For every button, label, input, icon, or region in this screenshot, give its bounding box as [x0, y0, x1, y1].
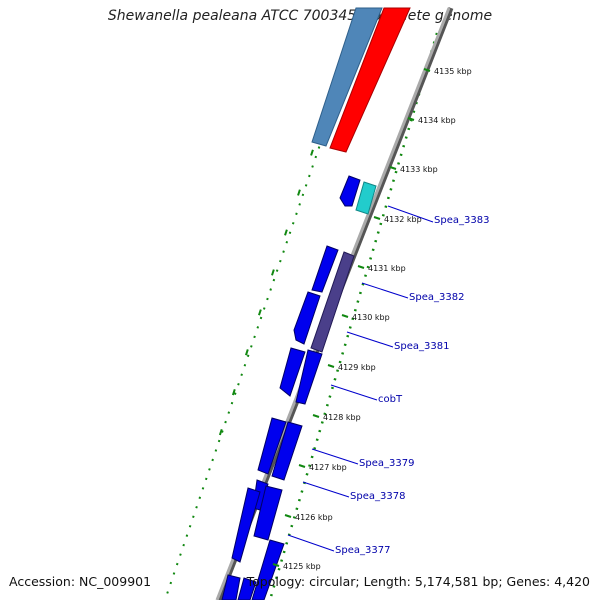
gene-label[interactable]: Spea_3379	[359, 458, 414, 469]
kbp-tick-label: 4135 kbp	[434, 67, 472, 76]
kbp-tick-label: 4133 kbp	[400, 165, 438, 174]
gene-label-leader	[387, 205, 434, 223]
kbp-tick-mark	[272, 563, 280, 567]
gene-label[interactable]: Spea_3377	[335, 545, 390, 556]
kbp-tick-label: 4131 kbp	[368, 264, 406, 273]
kbp-tick-mark	[407, 117, 415, 121]
gene-bottom-b	[237, 577, 257, 600]
feature-cyan	[355, 181, 377, 215]
kbp-tick-label: 4129 kbp	[338, 363, 376, 372]
kbp-tick-mark	[373, 216, 381, 220]
gene-label-leader	[302, 481, 350, 498]
gene-spea-3383	[339, 175, 361, 207]
kbp-tick-label: 4132 kbp	[384, 215, 422, 224]
kbp-tick-mark	[327, 364, 335, 368]
feature-steelblue	[311, 7, 383, 147]
feature-red	[329, 7, 411, 153]
gene-spea-3377-b	[251, 539, 285, 600]
gene-label-leader	[361, 282, 409, 299]
gene-label[interactable]: Spea_3381	[394, 341, 449, 352]
kbp-tick-mark	[423, 68, 431, 72]
kbp-tick-label: 4130 kbp	[352, 313, 390, 322]
kbp-ticks: 4125 kbp 4126 kbp 4127 kbp 4128 kbp 4129 kbp…	[272, 67, 472, 571]
gene-cobt-a	[279, 347, 306, 397]
gene-label-leader	[346, 331, 394, 348]
gene-bottom-a	[221, 574, 241, 600]
kbp-tick-label: 4126 kbp	[295, 513, 333, 522]
kbp-tick-label: 4128 kbp	[323, 413, 361, 422]
kbp-tick-mark	[389, 166, 397, 170]
gene-label[interactable]: Spea_3382	[409, 292, 464, 303]
gene-spea-3379-b	[271, 421, 303, 481]
gene-label[interactable]: Spea_3383	[434, 215, 489, 226]
gene-label-leader	[330, 384, 378, 401]
gene-label-leader	[311, 448, 359, 465]
gene-spea-3378-b	[253, 485, 283, 541]
kbp-tick-mark	[298, 464, 306, 468]
accession-label: Accession: NC_009901	[9, 574, 152, 589]
gene-spea-3379	[257, 417, 287, 475]
kbp-tick-mark	[312, 414, 320, 418]
kbp-tick-label: 4127 kbp	[309, 463, 347, 472]
gene-spea-3377	[231, 487, 261, 563]
kbp-tick-mark	[341, 314, 349, 318]
gene-spea-3381	[293, 291, 321, 345]
topology-label: Topology: circular; Length: 5,174,581 bp…	[246, 574, 590, 589]
feature-dark-spea-3381	[310, 251, 355, 353]
kbp-tick-label: 4134 kbp	[418, 116, 456, 125]
kbp-tick-mark	[357, 265, 365, 269]
gene-labels: Spea_3383 Spea_3382 Spea_3381 cobT Spea_3379…	[287, 205, 489, 556]
kbp-tick-mark	[284, 514, 292, 518]
kbp-tick-label: 4125 kbp	[283, 562, 321, 571]
gene-label[interactable]: Spea_3378	[350, 491, 405, 502]
gene-cobt-b	[295, 349, 323, 405]
gene-label[interactable]: cobT	[378, 394, 403, 405]
gene-label-leader	[287, 534, 335, 552]
gene-spea-3382	[311, 245, 339, 293]
